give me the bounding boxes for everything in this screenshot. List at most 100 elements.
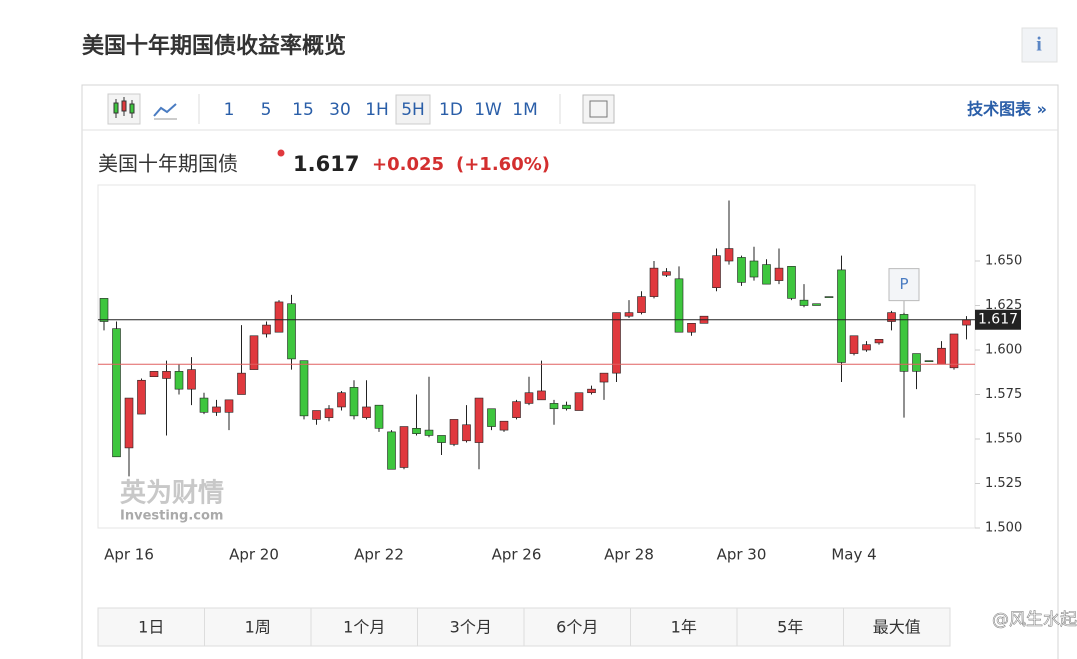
candle-body (299, 360, 309, 417)
candle-body (262, 324, 271, 335)
candle-body (462, 424, 471, 442)
candle-body (199, 397, 209, 413)
candle-body (112, 328, 121, 458)
candle-body (362, 406, 371, 418)
candle-body (762, 264, 771, 285)
y-tick-label: 1.600 (985, 343, 1022, 358)
candle-body (187, 369, 196, 390)
x-tick-label: Apr 28 (604, 546, 654, 564)
candle-body (962, 319, 971, 326)
candle-body (124, 397, 134, 449)
live-dot (277, 149, 285, 157)
interval-button[interactable]: 5 (261, 100, 272, 120)
candle-body (662, 271, 671, 276)
candle-body (799, 299, 809, 306)
candle-body (399, 426, 409, 468)
candle-body (599, 372, 609, 383)
x-tick-label: Apr 22 (354, 546, 404, 564)
watermark-brand: 英为财情 (120, 479, 224, 509)
candle-body (212, 406, 221, 413)
candle-body (449, 419, 459, 445)
range-tab-label: 5年 (777, 618, 803, 637)
candle-body (574, 392, 584, 411)
candle-body (874, 339, 884, 344)
interval-button[interactable]: 1H (365, 100, 389, 120)
quote-name: 美国十年期国债 (98, 152, 238, 176)
range-tab[interactable] (736, 607, 844, 647)
candle-icon[interactable] (107, 93, 141, 125)
quote-change-pct: (+1.60%) (456, 154, 550, 175)
candle-body (924, 360, 934, 362)
range-tab-label: 1年 (671, 618, 697, 637)
range-tab-label: 1个月 (343, 618, 385, 637)
interval-button[interactable]: 1 (224, 100, 235, 120)
last-price-box (975, 309, 1021, 330)
y-tick-label: 1.575 (985, 387, 1022, 402)
candle-body (424, 429, 434, 436)
y-tick-label: 1.550 (985, 432, 1022, 447)
quote-change: +0.025 (372, 154, 444, 175)
last-price-label: 1.617 (978, 312, 1018, 328)
candle-body (887, 312, 896, 322)
plot-area (97, 184, 976, 529)
range-tab[interactable] (843, 607, 951, 647)
range-tab[interactable] (417, 607, 525, 647)
candle-body (737, 257, 746, 283)
candle-body (837, 269, 846, 363)
interval-button[interactable]: 5H (401, 100, 425, 120)
y-tick-label: 1.650 (985, 254, 1022, 269)
line-icon[interactable] (153, 103, 177, 117)
watermark-site: Investing.com (120, 509, 223, 524)
candle-body (374, 404, 384, 429)
candle-body (787, 266, 796, 299)
info-button[interactable] (1021, 27, 1058, 63)
candle-body (949, 333, 959, 369)
range-tab[interactable] (310, 607, 418, 647)
x-tick-label: May 4 (831, 546, 876, 564)
candle-body (724, 248, 734, 262)
candle-body (912, 353, 921, 372)
x-tick-label: Apr 16 (104, 546, 154, 564)
tech-chart-link[interactable]: 技术图表 » (967, 100, 1047, 119)
x-tick-label: Apr 30 (717, 546, 767, 564)
candle-body (499, 420, 509, 431)
range-tab[interactable] (630, 607, 738, 647)
candle-body (162, 371, 171, 379)
interval-button[interactable]: 15 (292, 100, 314, 120)
interval-button[interactable]: 30 (329, 100, 351, 120)
info-icon: i (1036, 34, 1042, 56)
candle-body (899, 314, 909, 372)
candle-body (524, 392, 534, 404)
candle-body (774, 267, 784, 281)
candle-body (862, 344, 871, 351)
y-tick-label: 1.525 (985, 476, 1022, 491)
interval-button[interactable]: 1D (439, 100, 463, 120)
candle-body (612, 312, 621, 374)
x-tick-label: Apr 26 (492, 546, 542, 564)
candle-body (174, 371, 184, 390)
layout-icon[interactable] (582, 94, 615, 124)
range-tab-label: 3个月 (450, 618, 492, 637)
candle-body (637, 296, 646, 313)
candle-body (812, 303, 821, 306)
quote-price: 1.617 (293, 152, 359, 176)
candle-body (824, 296, 834, 298)
candle-body (274, 301, 284, 333)
candle-body (487, 408, 496, 427)
range-tab[interactable] (204, 607, 312, 647)
candle-body (237, 372, 246, 395)
marker-box (888, 268, 920, 302)
interval-button[interactable]: 1M (512, 100, 537, 120)
candle-body (937, 347, 946, 365)
candle-glyph (113, 97, 135, 118)
interval-button[interactable]: 1W (474, 100, 502, 120)
candle-body (337, 392, 346, 408)
candle-body (649, 267, 659, 297)
candle-body (624, 312, 634, 317)
y-tick-label: 1.625 (985, 298, 1022, 313)
candle-body (537, 390, 546, 401)
candle-body (587, 388, 596, 394)
candle-body (249, 335, 259, 370)
candle-body (474, 397, 484, 443)
